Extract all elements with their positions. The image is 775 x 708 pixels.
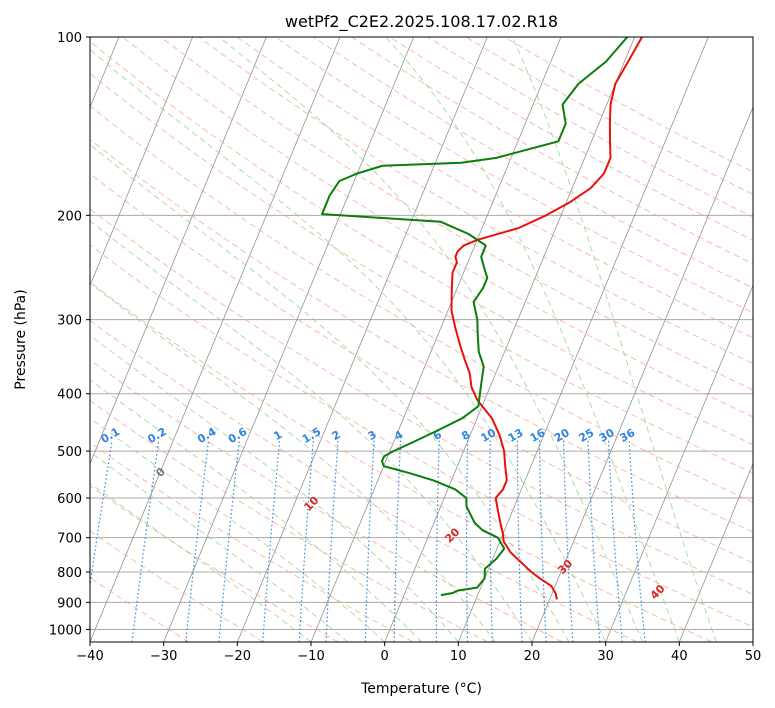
- y-tick-label: 800: [57, 566, 82, 581]
- x-tick-label: −30: [150, 649, 177, 664]
- dry-adiabat: [198, 37, 753, 365]
- mixing-ratio-line: [435, 440, 440, 642]
- mixing-ratio-line: [393, 440, 402, 642]
- x-tick-label: 0: [381, 649, 389, 664]
- mixing-ratio-line: [90, 440, 113, 590]
- y-tick-label: 600: [57, 492, 82, 507]
- x-tick-label: 30: [597, 649, 614, 664]
- mixing-ratio-line: [298, 440, 314, 642]
- dry-adiabat: [90, 399, 488, 642]
- mixing-ratio-line: [516, 440, 523, 642]
- mixing-ratio-line: [538, 440, 547, 642]
- x-tick-label: −10: [297, 649, 324, 664]
- grid-layer: [90, 37, 753, 642]
- profile-lines: [321, 37, 643, 600]
- dry-adiabat: [90, 441, 414, 642]
- moist-adiabat: [90, 334, 459, 642]
- mixing-ratio-line: [466, 440, 469, 642]
- isotherm: [531, 106, 753, 642]
- mixing-ratio-line: [262, 440, 281, 642]
- moist-adiabat: [511, 37, 717, 642]
- mixing-ratio-line: [131, 440, 160, 642]
- y-tick-label: 700: [57, 532, 82, 547]
- x-tick-label: 40: [671, 649, 688, 664]
- y-tick-label: 300: [57, 314, 82, 329]
- moist-adiabat: [90, 144, 570, 642]
- y-tick-label: 200: [57, 209, 82, 224]
- dry-adiabat: [90, 40, 753, 446]
- moist-adiabat: [90, 49, 607, 642]
- dry-adiabat: [90, 138, 753, 533]
- dry-adiabat: [90, 359, 563, 642]
- y-tick-label: 900: [57, 596, 82, 611]
- moist-adiabat: [90, 451, 349, 642]
- x-tick-label: −20: [224, 649, 251, 664]
- moist-adiabat: [90, 417, 386, 642]
- x-tick-label: 20: [524, 649, 541, 664]
- isotherm: [90, 37, 267, 465]
- x-tick-label: 50: [745, 649, 762, 664]
- mixing-ratio-line: [563, 440, 574, 642]
- isotherm: [605, 284, 753, 642]
- mixing-ratio-line: [628, 440, 646, 642]
- moist-adiabat: [90, 482, 312, 642]
- temperature-profile-line: [450, 37, 643, 600]
- dry-adiabat: [90, 72, 753, 474]
- y-axis-label: Pressure (hPa): [13, 289, 29, 389]
- dewpoint-profile-line: [321, 37, 629, 597]
- isotherm: [90, 37, 341, 642]
- mixing-ratio-line: [587, 440, 601, 642]
- dry-adiabat: [236, 37, 753, 339]
- x-tick-label: 10: [450, 649, 467, 664]
- mixing-ratio-line: [489, 440, 493, 642]
- y-tick-label: 500: [57, 445, 82, 460]
- mixing-ratio-line: [364, 440, 375, 642]
- y-tick-label: 400: [57, 388, 82, 403]
- dry-adiabat: [313, 37, 753, 289]
- dry-adiabat: [90, 244, 753, 628]
- isotherm: [163, 37, 415, 642]
- dry-adiabat: [90, 208, 753, 596]
- mixing-ratio-line: [185, 440, 210, 642]
- x-axis-label: Temperature (°C): [360, 681, 482, 697]
- dry-adiabat: [90, 530, 264, 642]
- mixing-ratio-line: [325, 440, 339, 642]
- dry-adiabat: [90, 485, 339, 642]
- isotherm: [90, 37, 194, 287]
- isotherm: [310, 37, 562, 642]
- dry-adiabat: [90, 281, 712, 642]
- isotherm: [236, 37, 488, 642]
- moist-adiabat: [90, 379, 422, 642]
- dry-adiabat: [90, 319, 638, 642]
- isotherm: [678, 462, 753, 642]
- moist-adiabat: [218, 37, 643, 642]
- mixing-ratio-line: [607, 440, 623, 642]
- moist-adiabat: [90, 282, 496, 642]
- moist-adiabat: [385, 37, 680, 642]
- y-tick-label: 1000: [49, 623, 82, 638]
- y-tick-label: 100: [57, 31, 82, 46]
- dry-adiabat: [90, 173, 753, 564]
- moist-adiabat: [90, 220, 533, 642]
- plot-frame: [89, 36, 754, 643]
- dry-adiabat: [160, 37, 753, 391]
- dry-adiabat: [90, 105, 753, 503]
- chart-title: wetPf2_C2E2.2025.108.17.02.R18: [285, 12, 558, 32]
- axes: −40 −30 −20 −10 0 10 20 30 40 50 100 200 300 400 500 60…: [49, 31, 761, 664]
- mixing-ratio-line: [218, 440, 240, 642]
- x-tick-label: −40: [76, 649, 103, 664]
- isotherm: [384, 37, 636, 642]
